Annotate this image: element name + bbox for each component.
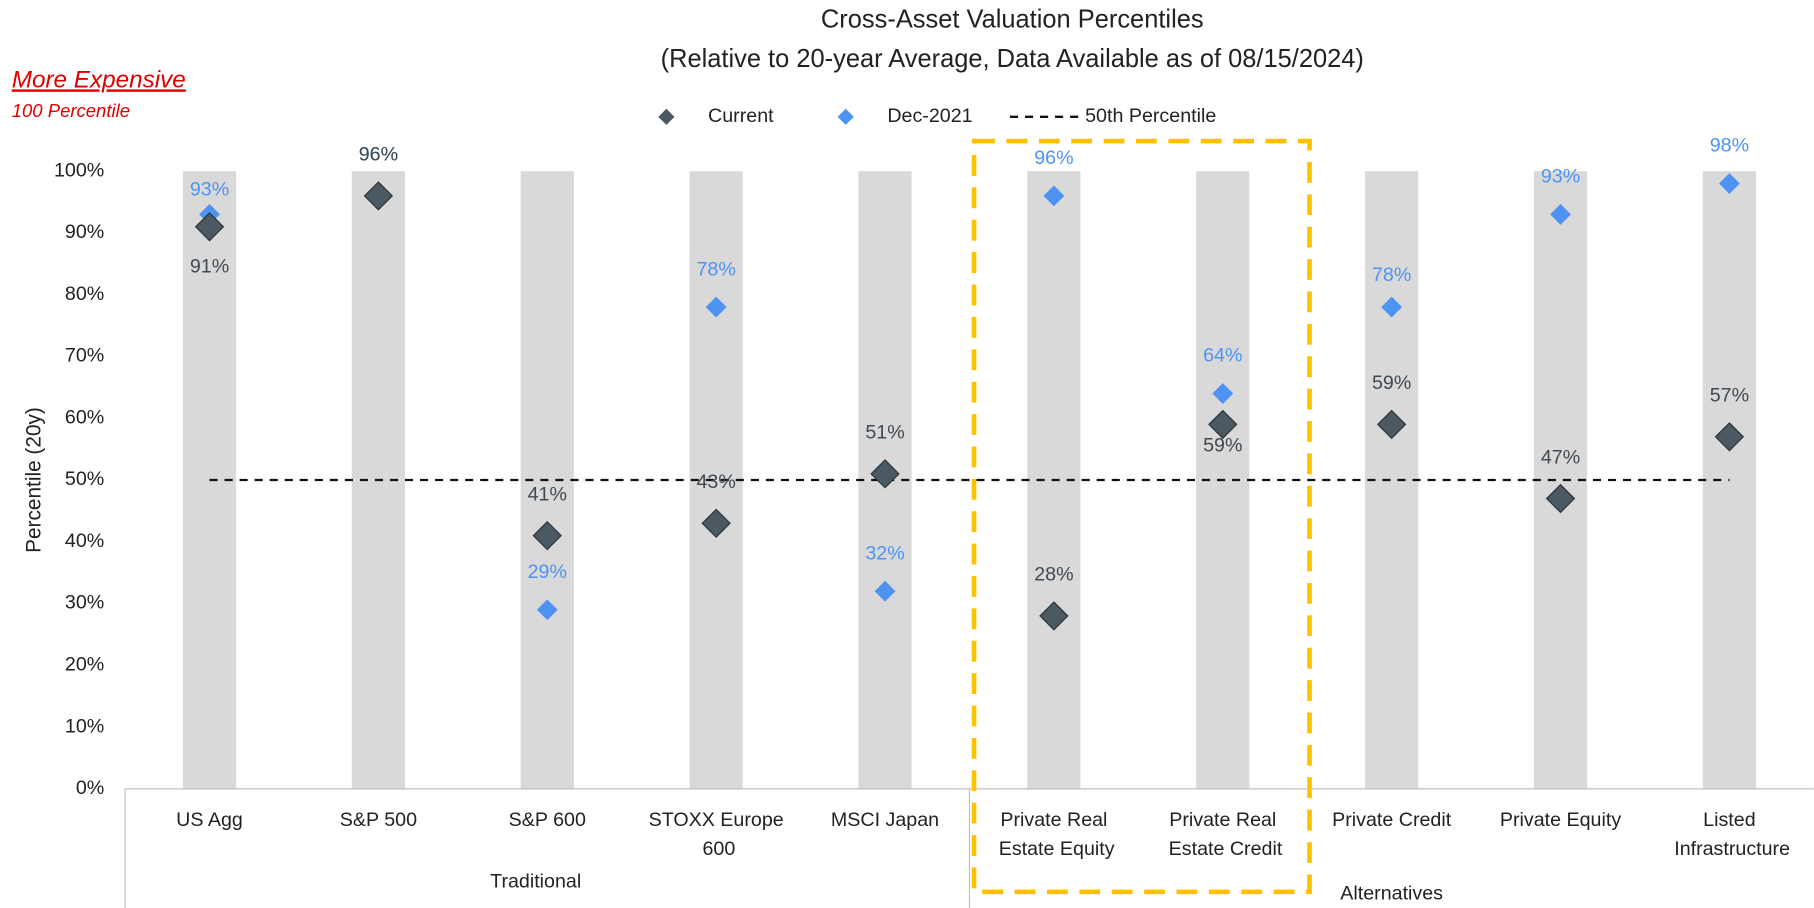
x-tick-label: Private Real Estate Credit	[1163, 809, 1283, 860]
data-label: 96%	[1034, 147, 1073, 169]
highlight-box	[971, 138, 1312, 895]
data-label: 51%	[865, 422, 904, 444]
data-label: 78%	[1372, 264, 1411, 286]
chart-subtitle: (Relative to 20-year Average, Data Avail…	[661, 45, 1364, 73]
annotation: 100 Percentile	[12, 100, 130, 121]
x-tick-label: MSCI Japan	[831, 809, 939, 831]
group-label: Alternatives	[1340, 882, 1443, 904]
data-label: 57%	[1710, 384, 1749, 406]
data-label: 98%	[1710, 135, 1749, 157]
marker	[1381, 296, 1403, 318]
annotation: More Expensive	[12, 66, 186, 93]
data-label: 32%	[865, 542, 904, 564]
y-tick-label: 30%	[65, 592, 104, 614]
marker	[870, 459, 900, 489]
marker	[1376, 409, 1407, 440]
data-label: 43%	[696, 471, 735, 493]
y-tick-label: 0%	[76, 777, 104, 799]
marker	[874, 580, 896, 602]
marker	[1039, 601, 1069, 631]
data-label: 96%	[359, 144, 398, 166]
x-tick-label: S&P 600	[509, 809, 586, 831]
marker	[1714, 422, 1745, 452]
legend-marker	[837, 108, 854, 125]
x-tick-label: Listed Infrastructure	[1669, 809, 1790, 860]
marker	[701, 508, 731, 538]
y-tick-label: 70%	[65, 345, 104, 367]
data-label: 59%	[1372, 372, 1411, 394]
x-tick-label: STOXX Europe 600	[649, 809, 784, 860]
data-label: 29%	[528, 561, 567, 583]
marker	[363, 181, 394, 211]
data-label: 59%	[1203, 435, 1242, 457]
legend-marker	[658, 108, 675, 125]
x-tick-label: S&P 500	[340, 809, 417, 831]
data-label: 78%	[696, 258, 735, 280]
data-label: 28%	[1034, 564, 1073, 586]
data-label: 93%	[1541, 166, 1580, 188]
y-tick-label: 90%	[65, 221, 104, 243]
legend-label: Current	[708, 105, 774, 127]
marker	[1545, 483, 1576, 514]
x-tick-label: Private Real Estate Equity	[993, 809, 1114, 860]
y-tick-label: 100%	[54, 159, 104, 181]
marker	[1208, 409, 1238, 440]
marker	[532, 520, 562, 551]
legend-label: 50th Percentile	[1085, 105, 1216, 127]
data-label: 93%	[190, 178, 229, 200]
data-label: 64%	[1203, 345, 1242, 367]
chart-title: Cross-Asset Valuation Percentiles	[821, 6, 1204, 34]
y-tick-label: 80%	[65, 283, 104, 305]
data-label: 91%	[190, 255, 229, 277]
y-tick-label: 50%	[65, 468, 104, 490]
data-label: 47%	[1541, 446, 1580, 468]
y-tick-label: 60%	[65, 406, 104, 428]
x-tick-label: US Agg	[176, 809, 243, 831]
marker	[1550, 204, 1571, 225]
group-label: Traditional	[490, 871, 581, 893]
y-tick-label: 20%	[65, 654, 104, 676]
marker	[1212, 383, 1234, 404]
marker	[705, 296, 727, 318]
y-axis-label: Percentile (20y)	[22, 407, 45, 553]
y-tick-label: 40%	[65, 530, 104, 552]
y-tick-label: 10%	[65, 715, 104, 737]
data-label: 41%	[528, 483, 567, 505]
data-label: 96%	[359, 144, 398, 166]
legend-label: Dec-2021	[887, 105, 972, 127]
marker	[194, 212, 225, 242]
x-tick-label: Private Equity	[1500, 809, 1621, 831]
x-tick-label: Private Credit	[1332, 809, 1452, 831]
marker	[1718, 173, 1740, 194]
